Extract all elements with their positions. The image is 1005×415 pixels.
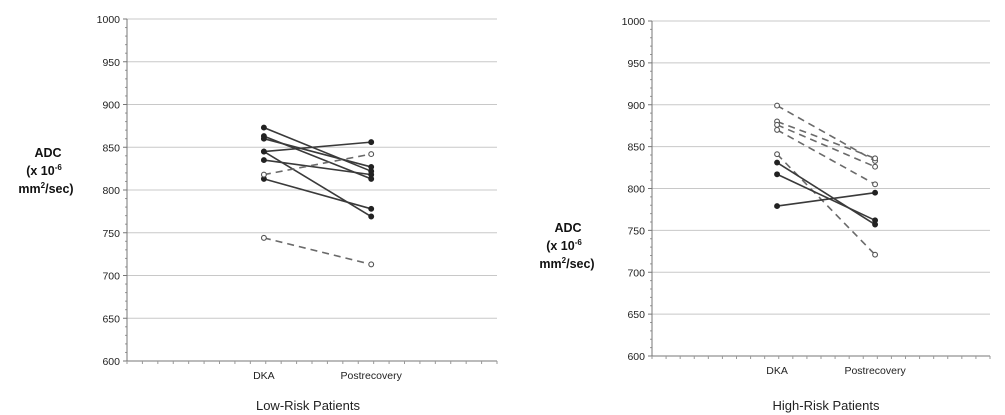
low-risk-series-8-point-postrecovery [368, 151, 375, 158]
high-risk-series-4-point-postrecovery [872, 181, 879, 188]
low-risk-series-3-point-dka [260, 135, 267, 142]
low-risk-y-tick-label-600: 600 [102, 356, 120, 368]
high-risk-y-tick-label-650: 650 [627, 309, 645, 321]
high-risk-x-tick-label-dka: DKA [766, 365, 788, 377]
low-risk-y-axis-label-line2: (x 10-6 [26, 163, 62, 178]
high-risk-series-8-point-postrecovery [872, 189, 879, 196]
high-risk-series-2-point-postrecovery [872, 155, 879, 162]
low-risk-y-axis-label-line1: ADC [34, 146, 61, 160]
low-risk-y-tick-label-1000: 1000 [97, 14, 121, 26]
low-risk-series-line-9 [263, 237, 372, 266]
low-risk-series-line-7 [263, 178, 372, 210]
high-risk-series-line-3 [776, 124, 876, 168]
low-risk-y-tick-label-900: 900 [102, 100, 120, 112]
high-risk-y-axis-label-line3: mm2/sec) [539, 256, 594, 271]
high-risk-y-tick-label-900: 900 [627, 100, 645, 112]
high-risk-y-tick-label-850: 850 [627, 142, 645, 154]
high-risk-series-3-point-postrecovery [872, 163, 879, 170]
high-risk-y-axis-label: ADC (x 10-6 mm2/sec) [539, 221, 594, 271]
high-risk-y-axis-label-line1: ADC [554, 221, 581, 235]
low-risk-y-axis-label-line3: mm2/sec) [18, 181, 73, 196]
low-risk-series-7-point-postrecovery [368, 205, 375, 212]
high-risk-series-7-point-postrecovery [872, 217, 879, 224]
low-risk-y-tick-label-750: 750 [102, 228, 120, 240]
low-risk-chart-panel: ADC (x 10-6 mm2/sec) Low-Risk Patients 6… [18, 14, 498, 413]
low-risk-series-1-point-dka [260, 124, 267, 131]
high-risk-series-4-point-dka [774, 126, 781, 133]
high-risk-y-axis-label-line2: (x 10-6 [546, 238, 582, 253]
low-risk-x-tick-label-dka: DKA [253, 370, 275, 382]
high-risk-x-tick-label-postrecovery: Postrecovery [844, 365, 906, 377]
low-risk-series-line-3 [263, 137, 372, 168]
low-risk-y-tick-label-650: 650 [102, 313, 120, 325]
low-risk-series-5-point-postrecovery [368, 139, 375, 146]
low-risk-chart-title: Low-Risk Patients [256, 398, 361, 413]
low-risk-series-3-point-postrecovery [368, 163, 375, 170]
low-risk-series-line-8 [263, 153, 372, 176]
high-risk-series-line-1 [776, 104, 876, 162]
low-risk-y-tick-label-850: 850 [102, 142, 120, 154]
low-risk-series-5-point-dka [260, 148, 267, 155]
high-risk-y-tick-label-1000: 1000 [622, 16, 646, 28]
low-risk-series-6-point-postrecovery [368, 171, 375, 178]
high-risk-y-tick-label-950: 950 [627, 58, 645, 70]
high-risk-series-line-2 [776, 120, 876, 160]
high-risk-series-5-point-postrecovery [872, 251, 879, 258]
high-risk-chart-title: High-Risk Patients [773, 398, 880, 413]
low-risk-series-8-point-dka [260, 171, 267, 178]
high-risk-series-8-point-dka [774, 203, 781, 210]
low-risk-series-6-point-dka [260, 157, 267, 164]
low-risk-series-line-5 [263, 141, 372, 153]
low-risk-series-line-1 [263, 126, 372, 172]
low-risk-series-4-point-postrecovery [368, 213, 375, 220]
low-risk-series-9-point-postrecovery [368, 261, 375, 268]
high-risk-series-6-point-dka [774, 159, 781, 166]
high-risk-series-line-4 [776, 129, 876, 186]
low-risk-y-tick-label-950: 950 [102, 57, 120, 69]
high-risk-y-tick-label-800: 800 [627, 184, 645, 196]
low-risk-y-tick-label-800: 800 [102, 185, 120, 197]
low-risk-y-tick-label-700: 700 [102, 271, 120, 283]
low-risk-series-line-6 [263, 159, 372, 176]
high-risk-series-5-point-dka [774, 151, 781, 158]
high-risk-series-7-point-dka [774, 171, 781, 178]
high-risk-series-1-point-dka [774, 102, 781, 109]
high-risk-series-line-8 [776, 191, 876, 207]
low-risk-x-tick-label-postrecovery: Postrecovery [341, 370, 403, 382]
high-risk-chart-panel: ADC (x 10-6 mm2/sec) High-Risk Patients … [539, 16, 991, 413]
high-risk-series-line-6 [776, 161, 876, 226]
high-risk-y-tick-label-750: 750 [627, 225, 645, 237]
low-risk-series-9-point-dka [260, 234, 267, 241]
high-risk-series-line-7 [776, 173, 876, 222]
high-risk-y-tick-label-700: 700 [627, 267, 645, 279]
high-risk-y-tick-label-600: 600 [627, 351, 645, 363]
low-risk-y-axis-label: ADC (x 10-6 mm2/sec) [18, 146, 73, 196]
high-risk-series-3-point-dka [774, 121, 781, 128]
